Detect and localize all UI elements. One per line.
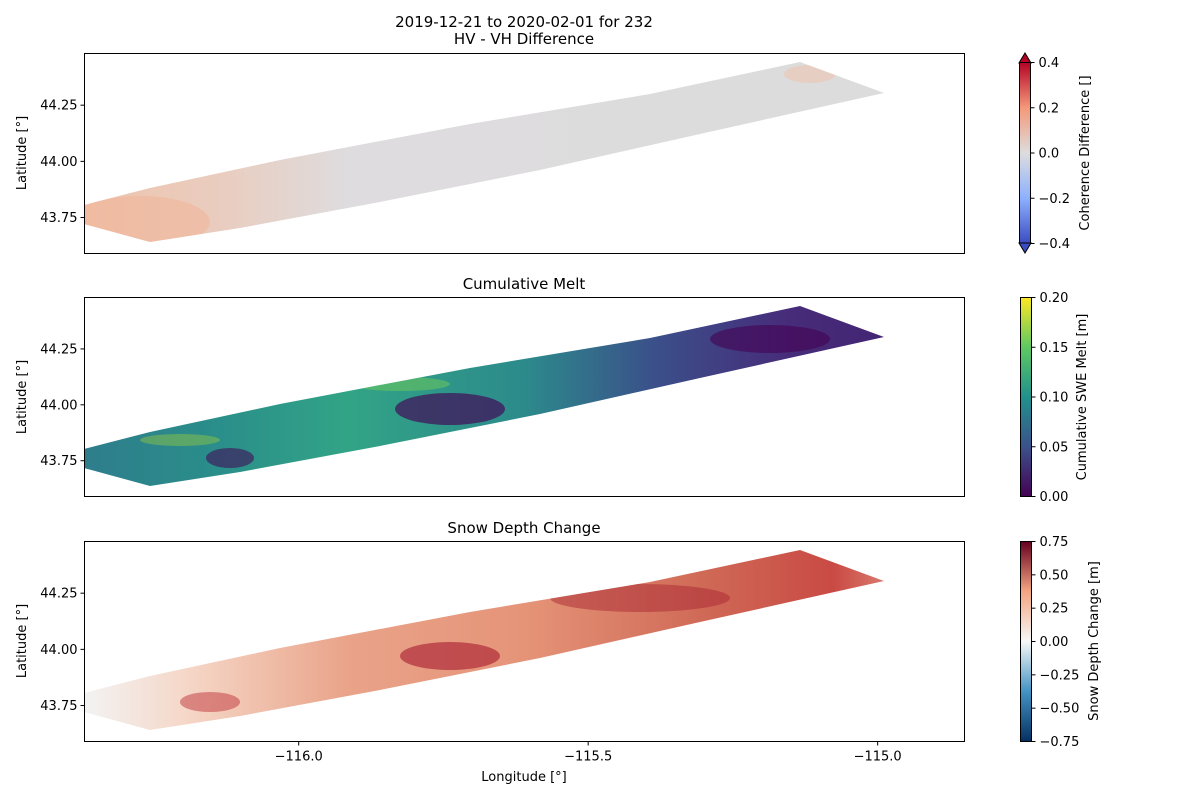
colorbar-tick-label: 0.25 — [1040, 602, 1069, 617]
colorbar-ticks: 0.75 0.50 0.25 0.00 −0.25 −0.50 −0.75 — [1031, 535, 1080, 750]
colorbar-label-2: Cumulative SWE Melt [m] — [1075, 314, 1090, 481]
colorbar-ticks: 0.4 0.2 0.0 −0.2 −0.4 — [1030, 56, 1071, 252]
colorbar-extend-bottom — [1018, 242, 1032, 254]
y-ticks-panel-3: 43.75 44.00 44.25 — [40, 587, 85, 714]
x-tick-label: −116.0 — [275, 750, 323, 765]
panel-1-title: HV - VH Difference — [454, 30, 594, 48]
low-melt-patch-northeast — [710, 325, 830, 353]
colorbar-tick-label: −0.2 — [1039, 192, 1071, 207]
colorbar-tick-label: 0.2 — [1039, 101, 1060, 116]
x-ticks-panel-3: −116.0 −115.5 −115.0 — [275, 741, 902, 765]
high-change-patch-central — [400, 642, 500, 670]
map-field-cumulative-melt — [84, 306, 884, 486]
colorbar-extend-top — [1018, 52, 1032, 64]
x-tick-label: −115.0 — [854, 750, 902, 765]
panel-3-title: Snow Depth Change — [447, 519, 600, 537]
y-ticks-panel-2: 43.75 44.00 44.25 — [40, 342, 85, 469]
colorbar-cumulative-swe-melt: 0.20 0.15 0.10 0.05 0.00 Cumulative SWE Melt… — [1020, 291, 1090, 505]
colorbar-tick-label: 0.75 — [1040, 535, 1069, 550]
colorbar-tick-label: 0.05 — [1040, 440, 1069, 455]
low-melt-patch-southwest — [206, 448, 254, 468]
y-tick-label: 44.00 — [40, 155, 77, 170]
speckle-patch-southwest — [84, 196, 210, 242]
colorbar-body — [1020, 541, 1032, 742]
colorbar-tick-label: 0.15 — [1040, 341, 1069, 356]
colorbar-body — [1019, 62, 1031, 244]
colorbar-tick-label: 0.00 — [1040, 490, 1069, 505]
panel-hv-vh-difference: Latitude [°] 43.75 44.00 44.25 0.4 0.2 0.0 −0… — [15, 52, 1093, 254]
colorbar-tick-label: −0.75 — [1040, 735, 1080, 750]
map-field-hv-vh-difference — [84, 62, 884, 242]
colorbar-tick-label: −0.50 — [1040, 702, 1080, 717]
colorbar-ticks: 0.20 0.15 0.10 0.05 0.00 — [1031, 291, 1069, 505]
colorbar-tick-label: 0.0 — [1039, 147, 1060, 162]
figure-suptitle-line1: 2019-12-21 to 2020-02-01 for 232 — [395, 13, 653, 31]
colorbar-tick-label: 0.50 — [1040, 568, 1069, 583]
colorbar-tick-label: 0.00 — [1040, 635, 1069, 650]
colorbar-tick-label: −0.25 — [1040, 668, 1080, 683]
x-axis-label: Longitude [°] — [481, 770, 566, 785]
panel-snow-depth-change: Snow Depth Change Latitude [°] 43.75 44.0… — [15, 519, 1102, 765]
high-melt-ridge-2 — [140, 434, 220, 446]
colorbar-body — [1020, 297, 1032, 497]
colorbar-tick-label: 0.20 — [1040, 291, 1069, 306]
y-tick-label: 43.75 — [40, 211, 77, 226]
panel-cumulative-melt: Cumulative Melt Latitude [°] 43.7544.004… — [15, 275, 1090, 505]
axes-frame-panel-3 — [84, 541, 965, 742]
colorbar-tick-label: 0.10 — [1040, 391, 1069, 406]
axes-frame-panel-1 — [84, 53, 965, 254]
y-axis-label-panel-3: Latitude [°] — [15, 604, 30, 678]
colorbar-label-3: Snow Depth Change [m] — [1087, 561, 1102, 721]
high-change-patch-southwest — [180, 692, 240, 712]
colorbar-tick-label: −0.4 — [1039, 237, 1071, 252]
panel-2-title: Cumulative Melt — [463, 275, 586, 293]
colorbar-label-1: Coherence Difference [] — [1078, 75, 1093, 230]
colorbar-snow-depth-change: 0.75 0.50 0.25 0.00 −0.25 −0.50 −0.75 Snow Dep… — [1020, 535, 1102, 750]
high-melt-ridge — [350, 377, 450, 391]
y-tick-label: 44.00 — [40, 643, 77, 658]
y-tick-label: 43.75 — [40, 699, 77, 714]
x-tick-label: −115.5 — [564, 750, 612, 765]
y-axis-label-panel-1: Latitude [°] — [15, 116, 30, 190]
axes-frame-panel-2 — [84, 297, 965, 497]
high-change-patch-northeast — [550, 584, 730, 612]
low-melt-patch-central — [395, 393, 505, 425]
y-tick-label: 43.75 — [40, 454, 77, 469]
colorbar-tick-label: 0.4 — [1039, 56, 1060, 71]
y-ticks-panel-1: 43.75 44.00 44.25 — [40, 99, 85, 226]
speckle-patch-northeast — [784, 65, 836, 83]
y-tick-label: 44.25 — [40, 342, 77, 357]
colorbar-coherence-difference: 0.4 0.2 0.0 −0.2 −0.4 Coherence Difference [… — [1018, 52, 1093, 254]
y-tick-label: 44.00 — [40, 398, 77, 413]
y-tick-label: 44.25 — [40, 587, 77, 602]
map-field-snow-depth-change — [84, 550, 884, 730]
y-axis-label-panel-2: Latitude [°] — [15, 360, 30, 434]
y-tick-label: 44.25 — [40, 99, 77, 114]
